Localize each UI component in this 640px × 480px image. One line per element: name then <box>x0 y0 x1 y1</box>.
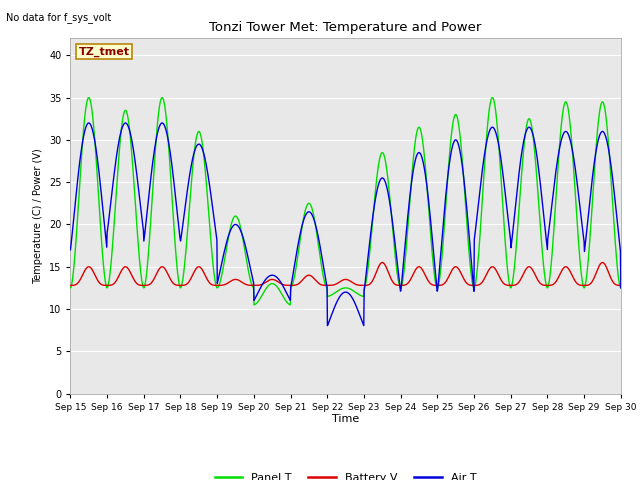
X-axis label: Time: Time <box>332 414 359 424</box>
Text: TZ_tmet: TZ_tmet <box>79 47 130 57</box>
Text: No data for f_sys_volt: No data for f_sys_volt <box>6 12 111 23</box>
Legend: Panel T, Battery V, Air T: Panel T, Battery V, Air T <box>210 468 481 480</box>
Title: Tonzi Tower Met: Temperature and Power: Tonzi Tower Met: Temperature and Power <box>209 22 482 35</box>
Y-axis label: Temperature (C) / Power (V): Temperature (C) / Power (V) <box>33 148 44 284</box>
